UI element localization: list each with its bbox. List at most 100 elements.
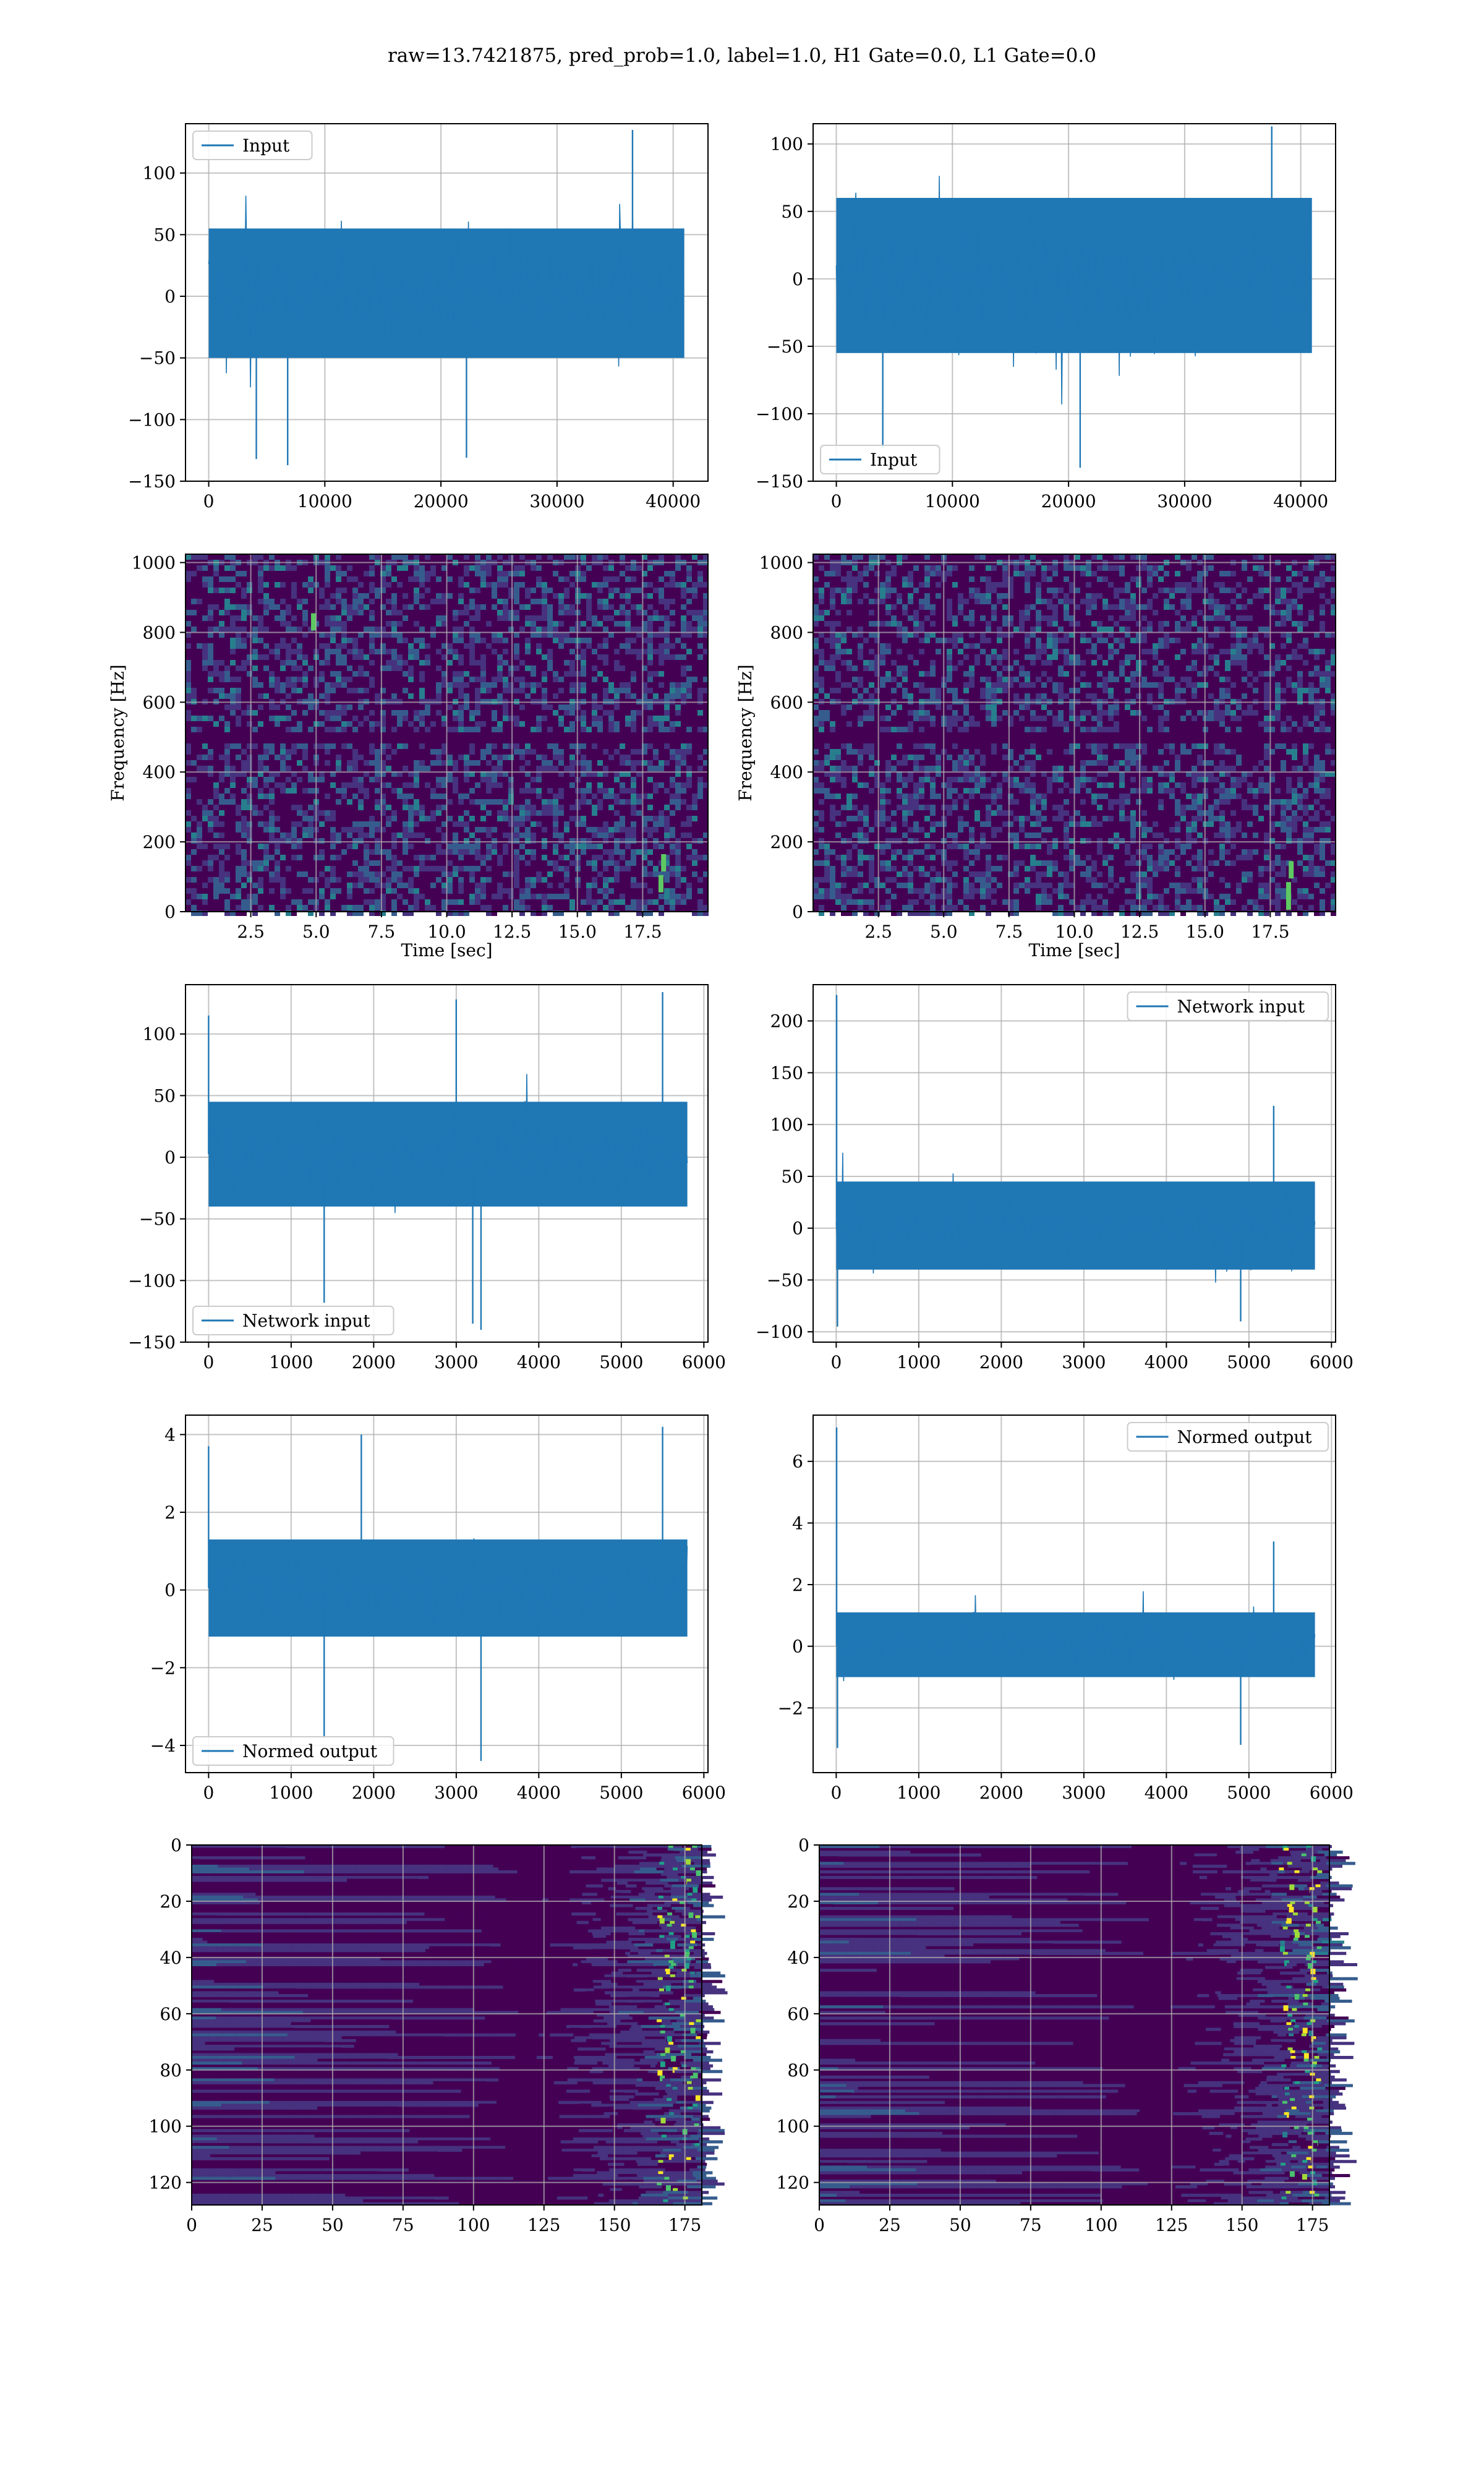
- heatmap-cell: [352, 883, 358, 888]
- heatmap-cell: [581, 771, 586, 777]
- heatmap-cell: [664, 788, 670, 794]
- heatmap-cell: [430, 760, 436, 766]
- heatmap-cell: [397, 833, 403, 838]
- heatmap-cell: [608, 576, 614, 582]
- heatmap-cell: [430, 899, 436, 905]
- heatmap-cell: [369, 649, 375, 654]
- heatmap-cell: [631, 721, 636, 727]
- heatmap-cell: [670, 794, 675, 799]
- heatmap-cell: [1258, 721, 1264, 727]
- heatmap-cell: [364, 588, 369, 593]
- heatmap-cell: [380, 632, 386, 638]
- heatmap-cell: [1297, 710, 1303, 716]
- heatmap-cell: [414, 649, 419, 654]
- heatmap-cell: [614, 621, 620, 627]
- heatmap-cell: [1214, 610, 1219, 615]
- heatmap-cell: [1303, 721, 1308, 727]
- heatmap-cell: [581, 788, 586, 794]
- heatmap-cell: [625, 593, 631, 599]
- heatmap-cell: [625, 638, 631, 643]
- heatmap-cell: [697, 632, 703, 638]
- heatmap-cell: [425, 766, 430, 771]
- heatmap-cell: [986, 660, 991, 666]
- heatmap-cell: [386, 816, 391, 821]
- heatmap-cell: [1036, 693, 1041, 699]
- heatmap-cell: [1219, 615, 1225, 621]
- heatmap-cell: [458, 716, 464, 721]
- heatmap-cell: [441, 849, 447, 855]
- heatmap-cell: [670, 688, 675, 693]
- heatmap-cell: [824, 610, 830, 615]
- heatmap-cell: [919, 688, 924, 693]
- heatmap-cell: [1281, 721, 1286, 727]
- heatmap-cell: [553, 860, 558, 866]
- heatmap-cell: [514, 827, 519, 833]
- heatmap-cell: [447, 554, 453, 560]
- heatmap-cell: [969, 615, 974, 621]
- heatmap-cell: [841, 704, 846, 710]
- heatmap-cell: [1303, 621, 1308, 627]
- heatmap-cell: [1197, 610, 1203, 615]
- heatmap-cell: [830, 627, 835, 632]
- heatmap-hotspot: [658, 875, 663, 892]
- heatmap-cell: [1041, 643, 1047, 649]
- heatmap-cell: [386, 855, 391, 860]
- heatmap-cell: [531, 749, 536, 755]
- heatmap-cell: [564, 844, 569, 849]
- heatmap-cell: [1186, 593, 1192, 599]
- heatmap-cell: [341, 660, 347, 666]
- heatmap-cell: [1047, 621, 1052, 627]
- heatmap-cell: [1025, 682, 1030, 688]
- heatmap-cell: [480, 654, 486, 660]
- heatmap-cell: [681, 743, 686, 749]
- heatmap-cell: [1108, 688, 1114, 693]
- heatmap-cell: [564, 877, 569, 883]
- heatmap-cell: [186, 855, 191, 860]
- heatmap-cell: [947, 638, 952, 643]
- heatmap-cell: [659, 727, 664, 732]
- heatmap-cell: [391, 627, 397, 632]
- heatmap-cell: [202, 810, 208, 816]
- heatmap-cell: [1219, 582, 1225, 588]
- heatmap-cell: [1230, 621, 1236, 627]
- heatmap-cell: [564, 604, 569, 610]
- heatmap-cell: [874, 599, 880, 604]
- heatmap-cell: [874, 688, 880, 693]
- heatmap-cell: [642, 593, 647, 599]
- heatmap-cell: [1225, 660, 1230, 666]
- heatmap-cell: [280, 716, 286, 721]
- heatmap-cell: [969, 643, 974, 649]
- heatmap-cell: [1236, 716, 1242, 721]
- heatmap-cell: [1230, 749, 1236, 755]
- heatmap-cell: [1052, 621, 1058, 627]
- heatmap-cell: [1108, 632, 1114, 638]
- heatmap-cell: [475, 554, 480, 560]
- heatmap-cell: [841, 743, 846, 749]
- heatmap-cell: [858, 599, 863, 604]
- heatmap-cell: [536, 565, 542, 571]
- heatmap-cell: [897, 671, 902, 677]
- heatmap-cell: [603, 693, 608, 699]
- heatmap-cell: [620, 755, 625, 760]
- heatmap-cell: [258, 760, 263, 766]
- heatmap-cell: [224, 627, 230, 632]
- heatmap-cell: [375, 821, 380, 827]
- heatmap-cell: [846, 710, 852, 716]
- heatmap-cell: [224, 755, 230, 760]
- heatmap-cell: [1036, 565, 1041, 571]
- heatmap-cell: [230, 894, 236, 899]
- x-tick-label: 0: [831, 491, 842, 511]
- heatmap-cell: [919, 627, 924, 632]
- heatmap-cell: [1058, 599, 1064, 604]
- heatmap-cell: [219, 576, 224, 582]
- heatmap-cell: [841, 682, 846, 688]
- heatmap-cell: [247, 755, 252, 760]
- heatmap-cell: [897, 610, 902, 615]
- heatmap-cell: [464, 838, 469, 844]
- heatmap-cell: [963, 671, 969, 677]
- heatmap-cell: [230, 638, 236, 643]
- heatmap-cell: [1180, 649, 1186, 654]
- heatmap-cell: [503, 576, 508, 582]
- heatmap-cell: [447, 755, 453, 760]
